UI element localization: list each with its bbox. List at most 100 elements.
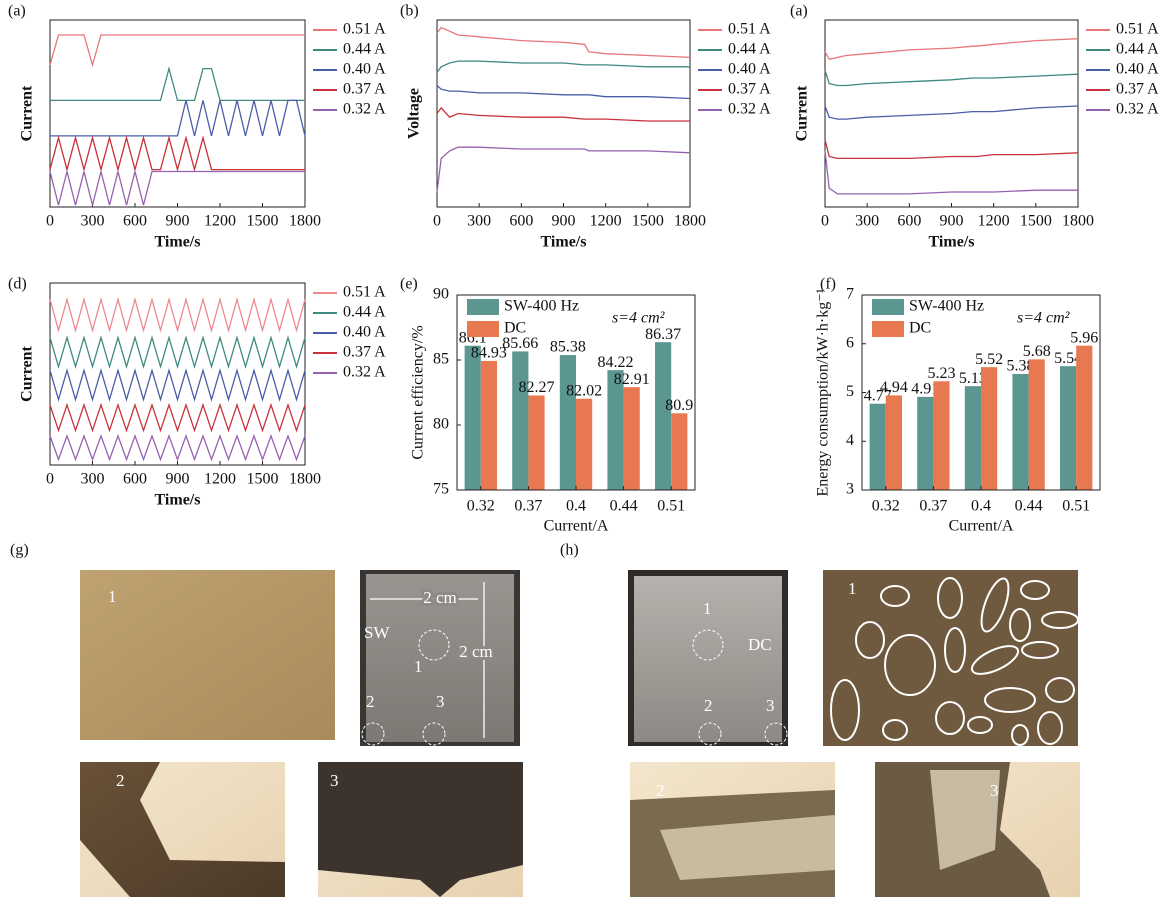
value-label: 80.9 bbox=[665, 397, 693, 414]
y-tick-label: 75 bbox=[433, 481, 449, 498]
series-line bbox=[437, 147, 690, 192]
panel-label: (g) bbox=[10, 542, 29, 559]
legend-label: 0.51 A bbox=[343, 284, 386, 301]
legend-label: 0.32 A bbox=[343, 364, 386, 381]
bar bbox=[917, 397, 933, 490]
x-tick-label: 0.4 bbox=[566, 498, 586, 515]
site-label: 3 bbox=[436, 692, 445, 711]
y-tick-label: 6 bbox=[846, 334, 854, 351]
x-tick-label: 0 bbox=[46, 471, 54, 488]
y-tick-label: 5 bbox=[846, 383, 854, 400]
series-line bbox=[50, 299, 305, 330]
panel-label: (a) bbox=[8, 3, 26, 20]
micrograph bbox=[80, 570, 335, 740]
x-tick-label: 0.4 bbox=[971, 498, 991, 515]
photo-label: 2 bbox=[656, 781, 665, 800]
legend-label: 0.44 A bbox=[343, 304, 386, 321]
legend-swatch bbox=[467, 299, 499, 315]
x-tick-label: 600 bbox=[123, 213, 147, 230]
y-axis-label: Current efficiency/% bbox=[410, 325, 427, 459]
site-label: 1 bbox=[703, 599, 712, 618]
annotation: s=4 cm² bbox=[1017, 310, 1071, 327]
legend-label: 0.51 A bbox=[343, 21, 386, 38]
x-tick-label: 900 bbox=[940, 213, 964, 230]
value-label: 86.37 bbox=[645, 326, 681, 343]
x-tick-label: 1500 bbox=[632, 213, 664, 230]
series-line bbox=[50, 405, 305, 431]
x-tick-label: 1200 bbox=[204, 471, 236, 488]
x-tick-label: 1200 bbox=[590, 213, 622, 230]
y-tick-label: 85 bbox=[433, 351, 449, 368]
value-label: 5.96 bbox=[1070, 329, 1098, 346]
x-tick-label: 0 bbox=[433, 213, 441, 230]
legend-label: 0.37 A bbox=[343, 81, 386, 98]
value-label: 82.02 bbox=[566, 382, 602, 399]
value-label: 5.52 bbox=[975, 351, 1003, 368]
x-tick-label: 1800 bbox=[289, 471, 321, 488]
legend-swatch bbox=[467, 321, 499, 337]
series-line bbox=[825, 106, 1078, 119]
value-label: 82.91 bbox=[614, 371, 650, 388]
value-label: 84.22 bbox=[598, 354, 634, 371]
x-tick-label: 0.44 bbox=[610, 498, 638, 515]
scale-label: 2 cm bbox=[459, 642, 493, 661]
photo-label: 3 bbox=[330, 771, 339, 790]
photo-label: 1 bbox=[848, 579, 857, 598]
legend-label: DC bbox=[909, 320, 931, 337]
series-line bbox=[50, 370, 305, 399]
x-tick-label: 0.32 bbox=[872, 498, 900, 515]
legend-label: 0.32 A bbox=[343, 101, 386, 118]
y-tick-label: 3 bbox=[846, 481, 854, 498]
x-tick-label: 0 bbox=[46, 213, 54, 230]
legend-label: 0.37 A bbox=[343, 344, 386, 361]
x-tick-label: 600 bbox=[897, 213, 921, 230]
sample-name: DC bbox=[748, 635, 772, 654]
legend-label: 0.51 A bbox=[1116, 21, 1159, 38]
x-tick-label: 1800 bbox=[289, 213, 321, 230]
x-tick-label: 900 bbox=[552, 213, 576, 230]
series-line bbox=[50, 35, 305, 65]
bar bbox=[528, 395, 544, 490]
panel-label: (d) bbox=[8, 276, 27, 293]
value-label: 5.23 bbox=[927, 365, 955, 382]
bar bbox=[671, 413, 687, 490]
plot-frame bbox=[50, 283, 305, 465]
bar bbox=[870, 404, 886, 490]
value-label: 82.27 bbox=[518, 379, 554, 396]
bar bbox=[1029, 359, 1045, 490]
legend-label: 0.37 A bbox=[1116, 81, 1159, 98]
bar bbox=[624, 387, 640, 490]
x-tick-label: 300 bbox=[81, 471, 105, 488]
photo-label: 2 bbox=[116, 771, 125, 790]
y-axis-label: Current bbox=[19, 85, 36, 141]
x-tick-label: 300 bbox=[467, 213, 491, 230]
x-tick-label: 0.44 bbox=[1015, 498, 1043, 515]
bar bbox=[981, 367, 997, 490]
x-tick-label: 0 bbox=[821, 213, 829, 230]
legend-swatch bbox=[872, 321, 904, 337]
x-tick-label: 300 bbox=[81, 213, 105, 230]
x-tick-label: 0.51 bbox=[1062, 498, 1090, 515]
series-line bbox=[825, 151, 1078, 194]
x-tick-label: 1500 bbox=[247, 213, 279, 230]
bar bbox=[576, 399, 592, 490]
x-tick-label: 0.37 bbox=[514, 498, 542, 515]
legend-label: SW-400 Hz bbox=[909, 298, 984, 315]
series-line bbox=[825, 140, 1078, 159]
legend-label: 0.44 A bbox=[728, 41, 771, 58]
figure: (g) 1 2 cm 2 cm SW 1 2 3 2 3 (h) 1 DC 2 … bbox=[0, 0, 1173, 897]
panel-label: (h) bbox=[560, 542, 579, 559]
bar bbox=[1076, 346, 1092, 490]
legend-label: 0.32 A bbox=[728, 101, 771, 118]
x-tick-label: 1500 bbox=[1020, 213, 1052, 230]
bar bbox=[886, 395, 902, 490]
x-tick-label: 1200 bbox=[978, 213, 1010, 230]
x-tick-label: 1800 bbox=[674, 213, 706, 230]
series-line bbox=[437, 28, 690, 58]
series-line bbox=[825, 39, 1078, 60]
x-axis-label: Current/A bbox=[949, 518, 1014, 535]
value-label: 84.93 bbox=[471, 345, 507, 362]
bar bbox=[1012, 374, 1028, 490]
value-label: 5.68 bbox=[1023, 343, 1051, 360]
x-tick-label: 0.37 bbox=[919, 498, 947, 515]
